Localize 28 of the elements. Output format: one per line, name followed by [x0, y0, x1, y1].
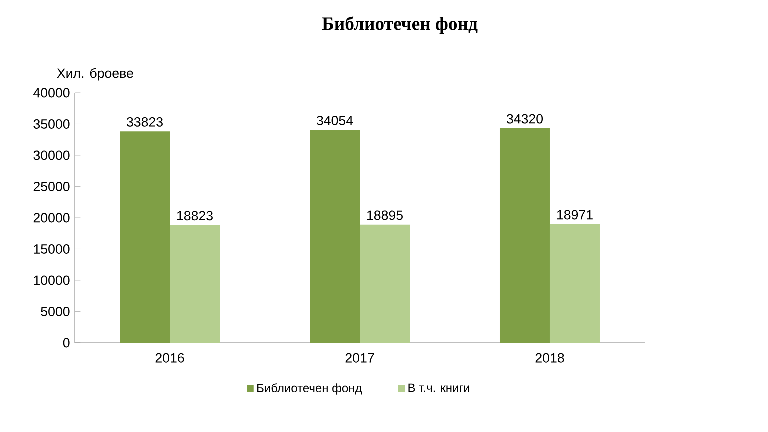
bar: [360, 224, 410, 343]
y-axis-title: Хил. броеве: [57, 68, 134, 81]
data-label: 33823: [126, 117, 163, 127]
bar: [500, 128, 550, 343]
bar: [310, 130, 360, 343]
y-tick-label: 35000: [34, 120, 70, 129]
data-label: 18823: [177, 211, 213, 221]
y-tick-label: 0: [63, 338, 70, 348]
data-label: 34054: [316, 116, 354, 126]
y-tick-label: 30000: [34, 150, 70, 160]
legend-label: В т.ч. книги: [408, 384, 470, 392]
y-tick-label: 5000: [41, 307, 70, 316]
y-tick-label: 10000: [34, 276, 70, 286]
x-tick-label: 2018: [536, 353, 564, 363]
chart-title: Библиотечен фонд: [322, 16, 478, 34]
data-label: 18895: [367, 210, 403, 220]
data-label: 34320: [506, 114, 544, 124]
bar: [120, 132, 170, 343]
bar: [550, 224, 600, 343]
legend-label: Библиотечен фонд: [258, 384, 362, 395]
x-tick-label: 2017: [346, 353, 374, 363]
y-tick-label: 20000: [34, 213, 70, 223]
x-tick-label: 2016: [156, 353, 184, 363]
y-tick-label: 25000: [34, 182, 70, 192]
y-tick-label: 40000: [34, 88, 70, 98]
bar: [170, 225, 220, 343]
y-tick-label: 15000: [34, 244, 70, 254]
data-label: 18971: [557, 210, 593, 220]
